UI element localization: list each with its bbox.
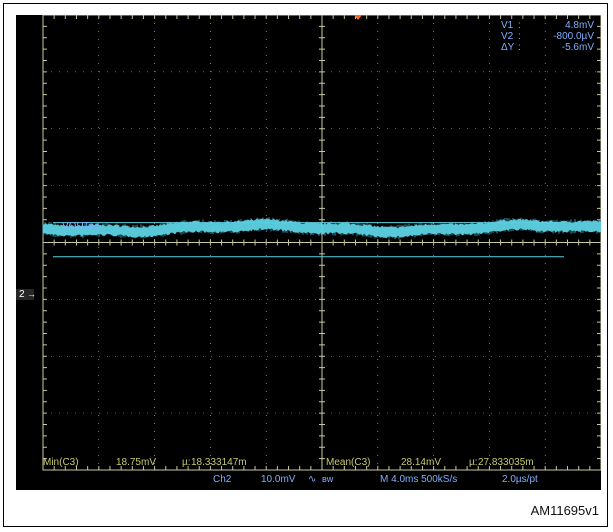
figure-frame: VOUTac 2 → V1 : 4.8mV V2 : -800.0µV ΔY :… <box>3 3 608 527</box>
readout-v1-sep: : <box>518 20 521 31</box>
status-timebase: M 4.0ms 500kS/s <box>380 474 457 485</box>
readout-v2-label: V2 <box>501 31 514 42</box>
meas-mean-mean-label: µ: <box>469 457 478 468</box>
trace-label: VOUTac <box>62 221 99 232</box>
label-group: VOUTac 2 → V1 : 4.8mV V2 : -800.0µV ΔY :… <box>16 15 594 485</box>
readout-v2-value: -800.0µV <box>553 31 594 42</box>
trace-noise <box>42 217 601 240</box>
meas-mean-mean-value: 27.833035m <box>478 457 534 468</box>
channel-marker-box <box>16 289 34 300</box>
meas-min-mean-value: 18.333147m <box>191 457 247 468</box>
meas-min-mean-label: µ: <box>182 457 191 468</box>
trace-group <box>42 217 601 240</box>
meas-min-name: Min(C3) <box>43 457 79 468</box>
scope-plot: VOUTac 2 → V1 : 4.8mV V2 : -800.0µV ΔY :… <box>16 15 601 485</box>
figure-id: AM11695v1 <box>530 503 599 518</box>
channel-marker: 2 <box>19 289 25 300</box>
channel-marker-arrow: → <box>27 289 36 299</box>
graticule <box>42 15 601 471</box>
meas-mean-name: Mean(C3) <box>326 457 370 468</box>
readout-dy-value: -5.6mV <box>562 42 595 53</box>
readout-v1-label: V1 <box>501 20 514 31</box>
readout-dy-sep: : <box>518 42 521 53</box>
status-resolution: 2.0µs/pt <box>502 474 538 485</box>
status-scale: 10.0mV <box>261 474 296 485</box>
meas-mean-value: 28.14mV <box>401 457 441 468</box>
status-bw: ʙw <box>322 474 334 484</box>
status-channel: Ch2 <box>213 474 232 485</box>
readout-dy-label: ΔY <box>501 42 515 53</box>
status-coupling: ∿ <box>308 474 316 485</box>
meas-min-value: 18.75mV <box>116 457 156 468</box>
oscilloscope-screen: VOUTac 2 → V1 : 4.8mV V2 : -800.0µV ΔY :… <box>16 15 601 490</box>
trigger-marker <box>354 15 362 20</box>
trace-envelope <box>42 218 601 239</box>
readout-v2-sep: : <box>518 31 521 42</box>
readout-v1-value: 4.8mV <box>565 20 594 31</box>
